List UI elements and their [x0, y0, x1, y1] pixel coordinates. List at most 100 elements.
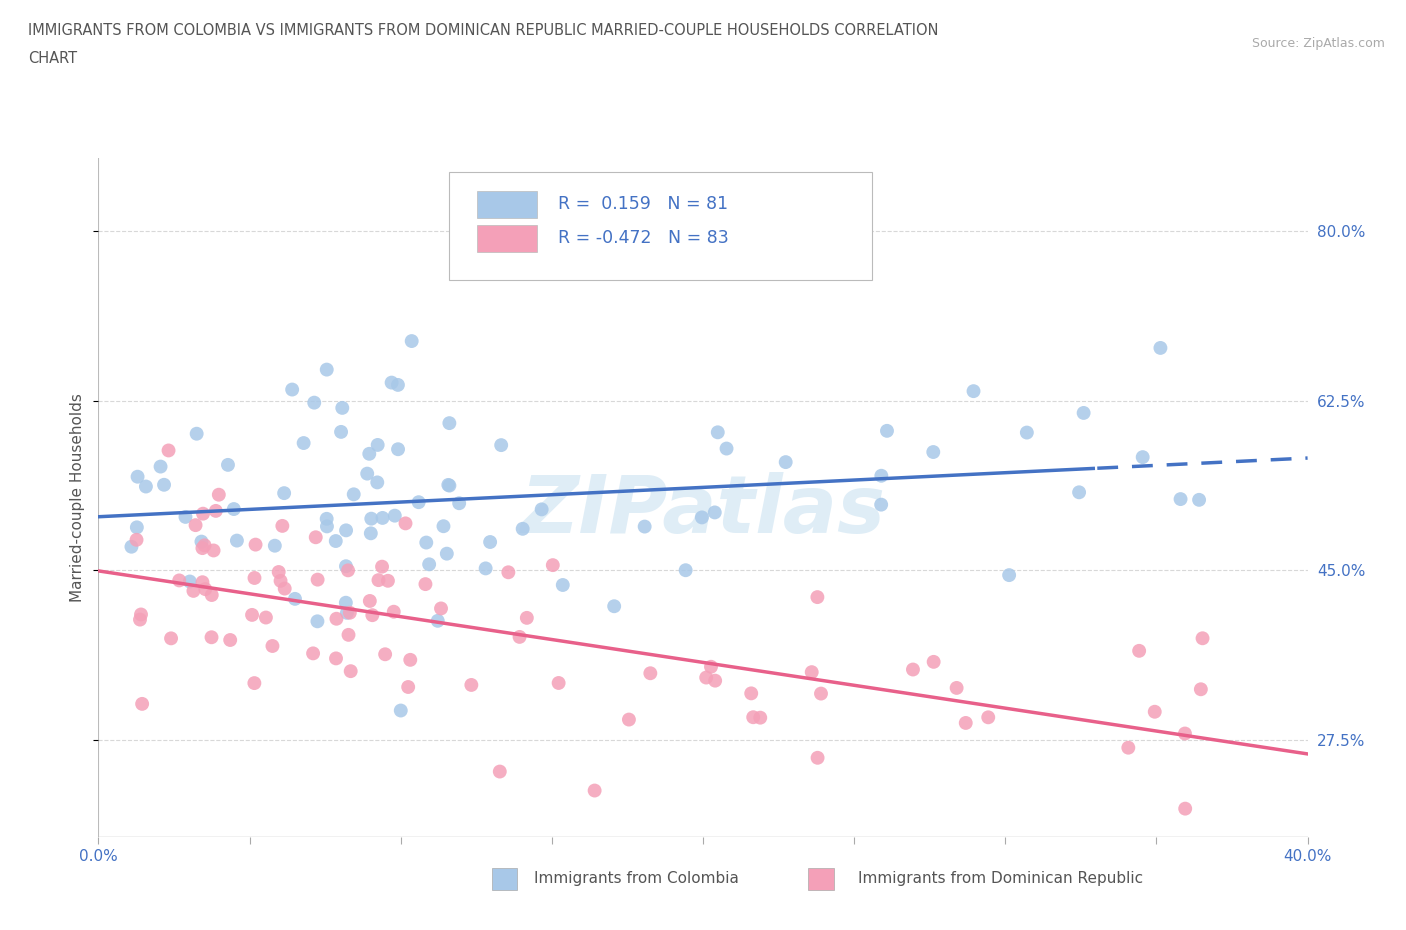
Point — [371, 559, 394, 574]
Point — [201, 588, 224, 603]
Point — [129, 607, 152, 622]
Point — [690, 510, 713, 525]
Point — [302, 646, 325, 661]
Point — [387, 378, 409, 392]
Point — [1015, 425, 1038, 440]
Point — [157, 443, 180, 458]
Point — [870, 498, 893, 512]
Point — [120, 539, 142, 554]
Point — [186, 426, 208, 441]
Point — [977, 710, 1000, 724]
Point — [325, 611, 347, 626]
Point — [1174, 726, 1197, 741]
Point — [360, 525, 382, 540]
Point — [200, 630, 222, 644]
Point — [127, 470, 149, 485]
Point — [399, 653, 422, 668]
Point — [749, 711, 772, 725]
Point — [336, 605, 359, 620]
Point — [1143, 704, 1166, 719]
Point — [460, 678, 482, 693]
Point — [700, 659, 723, 674]
Point — [183, 583, 205, 598]
Point — [273, 581, 295, 596]
Point — [254, 610, 277, 625]
Point — [245, 538, 267, 552]
Point — [356, 466, 378, 481]
Text: Immigrants from Colombia: Immigrants from Colombia — [534, 871, 740, 886]
Point — [270, 574, 292, 589]
Point — [945, 681, 967, 696]
Point — [343, 487, 366, 502]
Text: Immigrants from Dominican Republic: Immigrants from Dominican Republic — [858, 871, 1143, 886]
Point — [284, 591, 307, 606]
Point — [339, 664, 361, 679]
Point — [1067, 485, 1090, 499]
Point — [394, 516, 416, 531]
Point — [640, 666, 662, 681]
Point — [337, 628, 360, 643]
Point — [371, 511, 394, 525]
Point — [387, 442, 409, 457]
Point — [217, 458, 239, 472]
Point — [330, 401, 353, 416]
Point — [509, 630, 531, 644]
Point — [432, 519, 454, 534]
Point — [243, 570, 266, 585]
Point — [129, 612, 152, 627]
Point — [498, 565, 520, 579]
Point — [474, 561, 496, 576]
Text: R =  0.159   N = 81: R = 0.159 N = 81 — [558, 195, 728, 213]
Point — [547, 675, 569, 690]
Point — [337, 563, 360, 578]
Point — [190, 534, 212, 549]
Point — [439, 478, 461, 493]
Point — [243, 676, 266, 691]
Point — [1170, 492, 1192, 507]
Point — [703, 505, 725, 520]
Point — [583, 783, 606, 798]
Point — [360, 512, 382, 526]
Point — [512, 522, 534, 537]
Point — [335, 559, 357, 574]
Point — [810, 686, 832, 701]
Point — [226, 533, 249, 548]
Point — [366, 475, 388, 490]
Point — [800, 665, 823, 680]
Point — [267, 565, 290, 579]
Point — [202, 543, 225, 558]
Point — [695, 671, 717, 685]
Point — [315, 512, 337, 526]
Text: IMMIGRANTS FROM COLOMBIA VS IMMIGRANTS FROM DOMINICAN REPUBLIC MARRIED-COUPLE HO: IMMIGRANTS FROM COLOMBIA VS IMMIGRANTS F… — [28, 23, 939, 38]
Point — [396, 680, 419, 695]
Point — [339, 605, 361, 620]
Point — [389, 703, 412, 718]
FancyBboxPatch shape — [477, 191, 537, 218]
Point — [742, 710, 765, 724]
Point — [436, 546, 458, 561]
Point — [516, 610, 538, 625]
Point — [315, 362, 337, 377]
Point — [125, 520, 148, 535]
Point — [125, 532, 148, 547]
Point — [367, 437, 389, 452]
Point — [806, 751, 828, 765]
Point — [263, 538, 285, 553]
Point — [955, 715, 977, 730]
Point — [281, 382, 304, 397]
Point — [335, 523, 357, 538]
Point — [191, 506, 214, 521]
Point — [307, 572, 329, 587]
Point — [408, 495, 430, 510]
Point — [382, 604, 405, 619]
Point — [325, 651, 347, 666]
Point — [219, 632, 242, 647]
Point — [1073, 405, 1095, 420]
Point — [167, 573, 190, 588]
Point — [316, 519, 339, 534]
Point — [361, 607, 384, 622]
Point — [174, 510, 197, 525]
Point — [704, 673, 727, 688]
Text: CHART: CHART — [28, 51, 77, 66]
Point — [541, 558, 564, 573]
